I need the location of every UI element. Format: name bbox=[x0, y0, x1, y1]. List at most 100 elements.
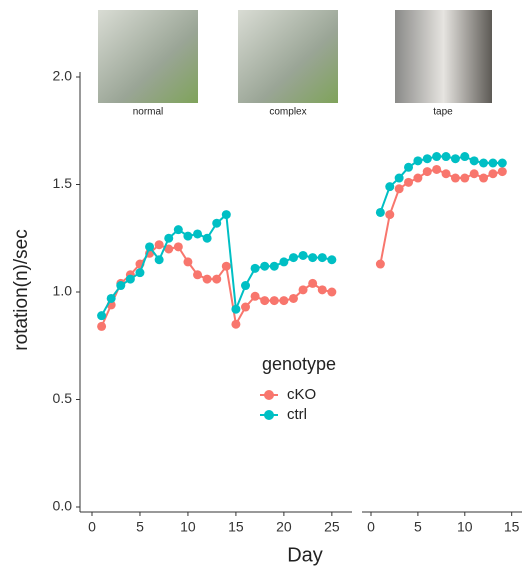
x-tick-label: 10 bbox=[457, 519, 473, 535]
x-tick-label: 15 bbox=[228, 519, 244, 535]
point bbox=[183, 231, 193, 241]
point bbox=[241, 281, 251, 291]
point bbox=[279, 257, 289, 267]
point bbox=[479, 173, 489, 183]
x-tick-label: 15 bbox=[504, 519, 520, 535]
photo bbox=[395, 10, 492, 103]
point bbox=[327, 287, 337, 297]
legend-key bbox=[264, 410, 274, 420]
point bbox=[212, 218, 222, 228]
point bbox=[202, 233, 212, 243]
point bbox=[231, 304, 241, 314]
point bbox=[394, 184, 404, 194]
photo-label: tape bbox=[433, 107, 453, 118]
point bbox=[231, 319, 241, 329]
y-tick-label: 1.5 bbox=[53, 175, 73, 191]
x-tick-label: 0 bbox=[367, 519, 375, 535]
point bbox=[193, 229, 203, 239]
point bbox=[154, 255, 164, 265]
point bbox=[460, 152, 470, 162]
point bbox=[106, 293, 116, 303]
photo bbox=[98, 10, 198, 103]
point bbox=[497, 158, 507, 168]
point bbox=[385, 210, 395, 220]
point bbox=[432, 164, 442, 174]
y-tick-label: 0.0 bbox=[53, 498, 73, 514]
point bbox=[404, 162, 414, 172]
point bbox=[422, 167, 432, 177]
y-tick-label: 0.5 bbox=[53, 390, 73, 406]
point bbox=[116, 281, 126, 291]
point bbox=[173, 225, 183, 235]
point bbox=[413, 156, 423, 166]
legend-label: ctrl bbox=[287, 406, 307, 423]
point bbox=[441, 169, 451, 179]
point bbox=[479, 158, 489, 168]
point bbox=[221, 261, 231, 271]
point bbox=[145, 242, 155, 252]
x-tick-label: 10 bbox=[180, 519, 196, 535]
point bbox=[394, 173, 404, 183]
point bbox=[97, 311, 107, 321]
y-axis-title: rotation(n)/sec bbox=[11, 229, 32, 350]
point bbox=[308, 253, 318, 263]
point bbox=[375, 259, 385, 269]
point bbox=[441, 152, 451, 162]
point bbox=[135, 268, 145, 278]
x-tick-label: 5 bbox=[136, 519, 144, 535]
point bbox=[422, 154, 432, 164]
point bbox=[413, 173, 423, 183]
legend-label: cKO bbox=[287, 386, 316, 403]
legend-key bbox=[264, 390, 274, 400]
point bbox=[450, 173, 460, 183]
point bbox=[269, 261, 279, 271]
point bbox=[327, 255, 337, 265]
point bbox=[260, 296, 270, 306]
point bbox=[450, 154, 460, 164]
point bbox=[250, 291, 260, 301]
point bbox=[317, 285, 327, 295]
x-tick-label: 20 bbox=[276, 519, 292, 535]
x-tick-label: 0 bbox=[88, 519, 96, 535]
series-line bbox=[379, 168, 503, 265]
point bbox=[241, 302, 251, 312]
point bbox=[375, 207, 385, 217]
x-axis-title: Day bbox=[287, 544, 323, 566]
point bbox=[288, 253, 298, 263]
point bbox=[317, 253, 327, 263]
point bbox=[154, 240, 164, 250]
x-tick-label: 25 bbox=[324, 519, 340, 535]
y-tick-label: 2.0 bbox=[53, 68, 73, 84]
x-tick-label: 5 bbox=[414, 519, 422, 535]
point bbox=[164, 244, 174, 254]
photo-label: normal bbox=[133, 107, 164, 118]
point bbox=[125, 274, 135, 284]
photo-label: complex bbox=[269, 107, 306, 118]
point bbox=[212, 274, 222, 284]
point bbox=[193, 270, 203, 280]
point bbox=[298, 285, 308, 295]
point bbox=[298, 250, 308, 260]
point bbox=[173, 242, 183, 252]
point bbox=[97, 321, 107, 331]
point bbox=[202, 274, 212, 284]
point bbox=[183, 257, 193, 267]
point bbox=[269, 296, 279, 306]
point bbox=[279, 296, 289, 306]
point bbox=[432, 152, 442, 162]
point bbox=[404, 177, 414, 187]
point bbox=[469, 169, 479, 179]
legend-title: genotype bbox=[262, 354, 336, 374]
point bbox=[308, 278, 318, 288]
point bbox=[164, 233, 174, 243]
point bbox=[469, 156, 479, 166]
y-tick-label: 1.0 bbox=[53, 283, 73, 299]
point bbox=[488, 169, 498, 179]
point bbox=[497, 167, 507, 177]
point bbox=[488, 158, 498, 168]
point bbox=[260, 261, 270, 271]
point bbox=[221, 210, 231, 220]
point bbox=[460, 173, 470, 183]
photo bbox=[238, 10, 338, 103]
